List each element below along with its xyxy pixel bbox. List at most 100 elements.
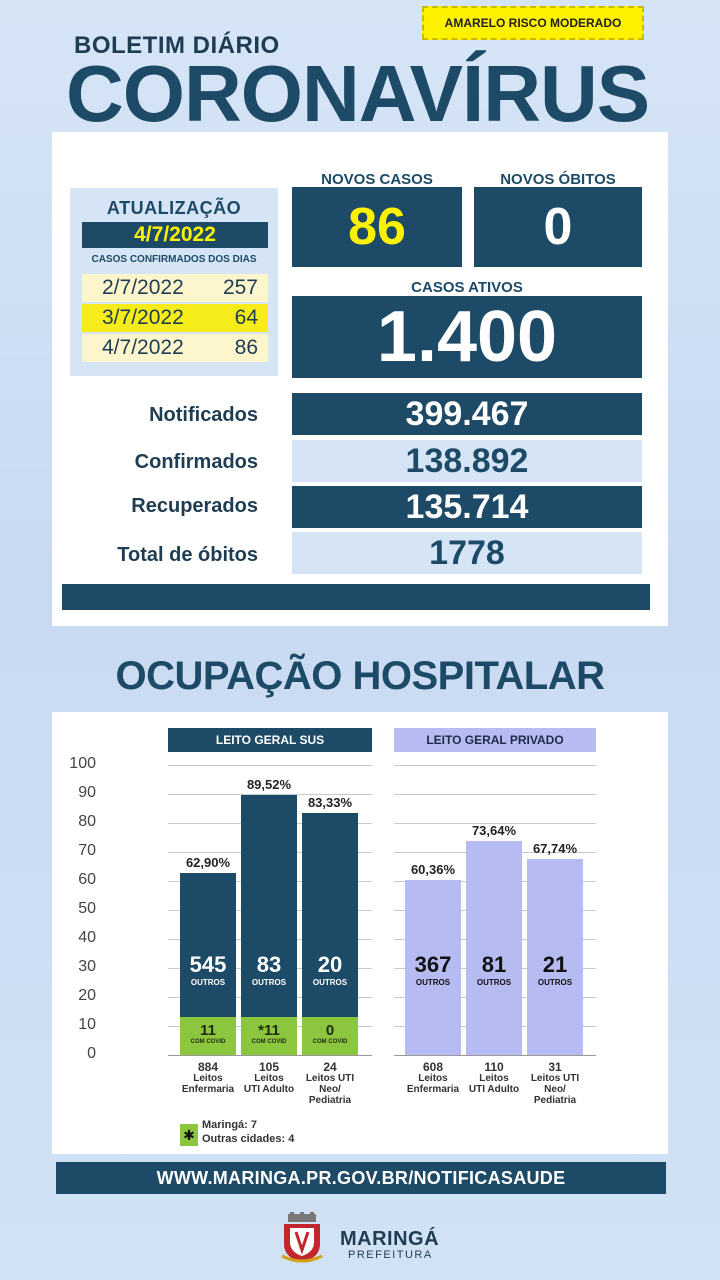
covid-label: COM COVID [312,1039,348,1045]
bar-covid-segment: 11 COM COVID [180,1017,236,1055]
covid-value: 0 [325,1022,335,1039]
day-row: 2/7/2022 257 [82,274,268,302]
logo-name: MARINGÁ [340,1228,440,1250]
gridline [394,823,596,824]
y-tick-label: 10 [78,1016,96,1033]
bar-outros-label: OUTROS [537,978,573,987]
bar-category-label: 105 Leitos UTI Adulto [234,1060,304,1095]
category-line: Pediatria [308,1095,352,1106]
day-value: 257 [222,276,258,299]
y-tick-label: 50 [78,900,96,917]
bar-category-label: 608 Leitos Enfermaria [398,1060,468,1095]
day-value: 86 [234,336,258,359]
stat-value: 135.714 [292,486,642,528]
gridline [168,794,372,795]
occupancy-bar [527,858,583,1055]
occupancy-bar [241,795,297,1055]
bar-percent-label: 62,90% [185,854,231,870]
bed-count: 110 [484,1060,504,1074]
day-date: 4/7/2022 [102,336,184,359]
page-title: CORONAVÍRUS [66,49,650,138]
bar-outros-label: OUTROS [251,978,287,987]
category-line: Leitos UTI [305,1073,355,1084]
bar-category-label: 31 Leitos UTI Neo/Pediatria [520,1061,590,1106]
bar-category-label: 24 Leitos UTI Neo/Pediatria [295,1060,365,1106]
day-date: 3/7/2022 [102,306,184,329]
new-cases-label: NOVOS CASOS [321,171,433,188]
stat-label: Confirmados [134,451,258,473]
bar-category-label: 110 Leitos UTI Adulto [459,1060,529,1095]
bed-count: 608 [422,1060,444,1074]
risk-badge: AMARELO RISCO MODERADO [422,6,644,40]
note-maringa: Maringá: 7 [202,1119,258,1131]
update-date: 4/7/2022 [82,222,268,248]
category-line: UTI Adulto [243,1084,295,1095]
logo-sub: PREFEITURA [348,1249,433,1261]
new-deaths-label: NOVOS ÓBITOS [500,171,616,188]
bar-percent-label: 83,33% [307,795,353,811]
hospital-title: OCUPAÇÃO HOSPITALAR [115,654,605,698]
covid-value: *11 [258,1022,280,1039]
bar-outros-label: OUTROS [190,978,226,987]
private-header: LEITO GERAL PRIVADO [394,728,596,752]
update-title: ATUALIZAÇÃO [106,198,242,218]
bed-count: 105 [258,1060,280,1074]
gridline [394,765,596,766]
bulletin-subtitle: BOLETIM DIÁRIO [74,32,280,59]
bar-covid-segment: 0 COM COVID [302,1017,358,1055]
category-line: Leitos [193,1073,223,1084]
new-deaths-value: 0 [474,187,642,267]
panel-footer-bar [62,584,650,610]
active-cases-value: 1.400 [292,296,642,378]
y-tick-label: 0 [87,1045,96,1062]
category-line: Enfermaria [181,1084,235,1095]
category-line: Neo/ [544,1084,566,1095]
y-tick-label: 20 [78,987,96,1004]
new-cases-value: 86 [292,187,462,267]
category-line: Leitos UTI [530,1073,580,1084]
category-line: UTI Adulto [468,1084,520,1095]
y-tick-label: 30 [78,958,96,975]
day-date: 2/7/2022 [102,276,184,299]
bar-covid-segment: *11 COM COVID [241,1017,297,1055]
confirmed-days-label: CASOS CONFIRMADOS DOS DIAS [91,254,257,265]
y-tick-label: 40 [78,929,96,946]
asterisk-icon: ✱ [180,1124,198,1146]
covid-label: COM COVID [190,1039,226,1045]
active-cases-label: CASOS ATIVOS [411,279,523,296]
category-line: Enfermaria [406,1084,460,1095]
gridline [168,765,372,766]
note-other-cities: Outras cidades: 4 [202,1133,295,1145]
bar-outros-value: 20 [317,952,343,977]
category-line: Leitos [479,1073,509,1084]
day-row: 4/7/2022 86 [82,334,268,362]
day-value: 64 [234,306,258,329]
bar-percent-label: 60,36% [410,861,456,877]
y-tick-label: 70 [78,842,96,859]
category-line: Leitos [418,1073,448,1084]
bar-percent-label: 67,74% [532,840,578,856]
bed-count: 24 [323,1060,337,1074]
stat-label: Total de óbitos [117,544,258,566]
y-tick-label: 90 [78,784,96,801]
category-line: Pediatria [533,1095,577,1106]
bar-outros-value: 81 [481,952,507,977]
bar-percent-label: 89,52% [246,777,292,793]
bar-outros-label: OUTROS [312,978,348,987]
city-crest-icon [281,1212,323,1263]
day-row-highlighted: 3/7/2022 64 [82,304,268,332]
bar-percent-label: 73,64% [471,823,517,839]
sus-header: LEITO GERAL SUS [168,728,372,752]
y-tick-label: 60 [78,871,96,888]
bar-outros-label: OUTROS [476,978,512,987]
y-tick-label: 80 [78,813,96,830]
gridline [394,794,596,795]
stat-label: Notificados [149,404,258,426]
footer-url[interactable]: WWW.MARINGA.PR.GOV.BR/NOTIFICASAUDE [56,1162,666,1194]
bar-outros-value: 21 [542,952,568,977]
bar-outros-value: 545 [189,952,227,977]
covid-value: 11 [200,1022,216,1039]
covid-label: COM COVID [251,1039,287,1045]
bar-outros-value: 367 [414,952,452,977]
baseline [168,1055,372,1056]
